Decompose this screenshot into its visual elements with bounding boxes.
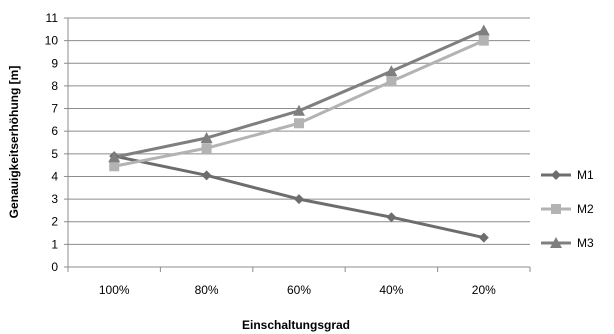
legend-marker-m3 <box>550 237 562 248</box>
legend-label-m1: M1 <box>577 168 594 182</box>
y-tick-label: 2 <box>51 215 58 229</box>
legend-label-m3: M3 <box>577 236 594 250</box>
y-tick-label: 6 <box>51 124 58 138</box>
y-axis-title: Genauigkeitserhöhung [m] <box>7 66 21 219</box>
data-point-m3 <box>293 104 305 116</box>
legend: M1 M2 M3 <box>541 168 594 250</box>
tick-labels: 0 1 2 3 4 5 6 7 8 9 10 11 100% 80% 60% 40% 20% <box>45 11 496 297</box>
data-point-m3 <box>477 24 490 36</box>
y-tick-label: 0 <box>51 260 58 274</box>
axes <box>64 17 531 272</box>
data-point-m3 <box>385 65 398 77</box>
data-point-m1 <box>478 232 489 243</box>
data-point-m2 <box>386 76 397 87</box>
legend-marker-m1 <box>551 170 561 180</box>
y-tick-label: 10 <box>45 34 59 48</box>
y-tick-label: 5 <box>51 147 58 161</box>
legend-label-m2: M2 <box>577 202 594 216</box>
data-point-m3 <box>200 131 213 143</box>
x-axis-title: Einschaltungsgrad <box>242 318 350 332</box>
series-line-m2 <box>113 39 485 168</box>
y-tick-label: 4 <box>51 169 58 183</box>
x-tick-label: 40% <box>379 283 403 297</box>
gridlines <box>68 17 530 245</box>
legend-marker-m2 <box>551 204 561 214</box>
y-tick-label: 3 <box>51 192 58 206</box>
data-point-m2 <box>109 161 120 172</box>
data-point-m2 <box>201 143 212 154</box>
y-tick-label: 11 <box>46 11 59 25</box>
data-point-m3 <box>108 151 121 163</box>
y-tick-label: 7 <box>51 102 58 116</box>
series-markers <box>108 24 490 243</box>
data-point-m1 <box>294 194 304 205</box>
data-point-m2 <box>478 35 489 46</box>
series-line-m3 <box>113 29 485 159</box>
x-tick-label: 60% <box>287 283 311 297</box>
y-tick-label: 9 <box>51 56 58 70</box>
x-tick-label: 100% <box>99 283 130 297</box>
series-lines <box>113 29 485 240</box>
x-tick-label: 80% <box>195 283 219 297</box>
data-point-m2 <box>294 118 304 129</box>
data-point-m1 <box>201 170 212 181</box>
y-tick-label: 8 <box>51 79 58 93</box>
data-point-m1 <box>386 212 397 223</box>
y-tick-label: 1 <box>51 237 58 251</box>
x-tick-label: 20% <box>472 283 496 297</box>
